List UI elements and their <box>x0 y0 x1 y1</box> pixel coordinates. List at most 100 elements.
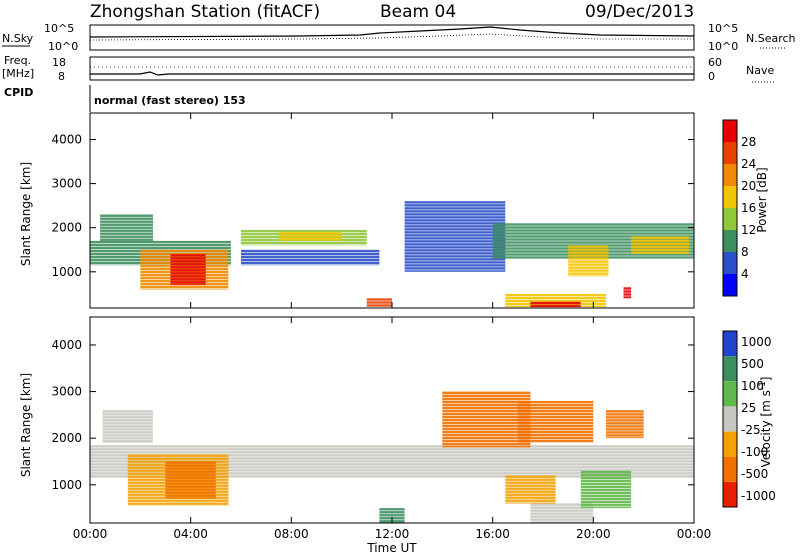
velocity-echo-region-3 <box>102 428 153 431</box>
velocity-echo-region-9 <box>505 475 556 478</box>
velocity-echo-region-5 <box>442 418 531 421</box>
power-echo-region-8 <box>404 264 506 267</box>
velocity-echo-region-2 <box>165 476 216 479</box>
power-echo-region-11 <box>492 235 694 238</box>
velocity-echo-region-8 <box>580 476 632 480</box>
power-echo-region-1 <box>140 285 229 289</box>
velocity-ytick-label-1: 2000 <box>51 431 82 445</box>
power-echo-region-2 <box>170 284 206 286</box>
power-echo-region-6 <box>241 261 380 265</box>
velocity-echo-region-6 <box>517 412 594 416</box>
power-echo-region-11 <box>492 229 694 232</box>
power-echo-region-12 <box>568 266 609 269</box>
station-title: Zhongshan Station (fitACF) <box>90 2 320 22</box>
power-echo-region-3 <box>100 232 153 235</box>
power-echo-region-8 <box>404 237 506 240</box>
velocity-echo-region-0 <box>90 445 694 448</box>
power-echo-region-8 <box>404 252 506 255</box>
power-echo-region-8 <box>404 213 506 216</box>
velocity-echo-region-0 <box>90 469 694 472</box>
power-echo-region-8 <box>404 201 506 204</box>
velocity-echo-region-3 <box>102 437 153 440</box>
nsky-label: N.Sky <box>2 32 34 45</box>
power-echo-region-7 <box>366 304 392 307</box>
velocity-echo-region-6 <box>517 403 594 407</box>
velocity-colorbar-tick-4: -25 <box>741 423 761 437</box>
freq-label: Freq. <box>4 54 31 67</box>
velocity-echo-region-6 <box>517 409 594 413</box>
power-echo-region-7 <box>366 301 392 304</box>
velocity-echo-region-6 <box>517 430 594 434</box>
power-echo-region-8 <box>404 207 506 210</box>
power-colorbar-label: Power [dB] <box>755 167 769 232</box>
velocity-echo-region-4 <box>379 511 405 514</box>
velocity-colorbar-swatch-0 <box>723 331 737 357</box>
velocity-echo-region-3 <box>102 431 153 434</box>
velocity-echo-region-10 <box>605 431 644 434</box>
power-x-axis <box>89 113 695 308</box>
velocity-echo-region-9 <box>505 499 556 502</box>
velocity-echo-region-7 <box>530 512 594 515</box>
power-echo-region-10 <box>530 304 581 308</box>
velocity-echo-region-8 <box>580 488 632 492</box>
power-echo-region-1 <box>140 258 229 262</box>
velocity-echo-region-5 <box>442 415 531 418</box>
velocity-echo-region-6 <box>517 418 594 422</box>
velocity-data-layer <box>90 391 694 523</box>
power-echo-region-12 <box>568 269 609 272</box>
power-echo-region-0 <box>90 246 231 250</box>
mode-line: normal (fast stereo) 153 <box>94 94 246 107</box>
power-colorbar-tick-5: 24 <box>741 157 756 171</box>
power-echo-region-12 <box>568 263 609 266</box>
velocity-echo-region-3 <box>102 413 153 416</box>
power-echo-region-8 <box>404 228 506 231</box>
velocity-y-axis-label: Slant Range [km] <box>19 373 33 477</box>
velocity-echo-region-5 <box>442 436 531 439</box>
freq-left-tick-top: 18 <box>52 56 66 69</box>
power-echo-region-3 <box>100 229 153 232</box>
power-echo-region-14 <box>623 296 632 299</box>
power-colorbar-tick-4: 20 <box>741 179 756 193</box>
power-echo-region-5 <box>278 232 342 235</box>
velocity-echo-region-2 <box>165 467 216 470</box>
velocity-echo-region-8 <box>580 503 632 507</box>
velocity-echo-region-3 <box>102 425 153 428</box>
power-colorbar-tick-2: 12 <box>741 223 756 237</box>
velocity-colorbar-tick-2: 100 <box>741 379 764 393</box>
power-echo-region-13 <box>631 245 689 248</box>
time-tick-label-6: 00:00 <box>677 527 712 541</box>
velocity-ytick-label-0: 1000 <box>51 478 82 492</box>
power-echo-region-8 <box>404 243 506 246</box>
velocity-echo-region-6 <box>517 415 594 419</box>
velocity-echo-region-7 <box>530 506 594 509</box>
power-echo-region-8 <box>404 234 506 237</box>
power-colorbar-tick-3: 16 <box>741 201 756 215</box>
velocity-echo-region-1 <box>127 454 229 457</box>
velocity-echo-region-5 <box>442 442 531 445</box>
velocity-colorbar-swatch-2 <box>723 381 737 407</box>
velocity-echo-region-10 <box>605 434 644 437</box>
velocity-echo-region-3 <box>102 434 153 437</box>
velocity-echo-region-10 <box>605 437 644 439</box>
power-echo-region-1 <box>140 270 229 274</box>
velocity-echo-region-8 <box>580 500 632 504</box>
power-ytick-label-1: 2000 <box>51 221 82 235</box>
power-echo-region-12 <box>568 260 609 263</box>
velocity-colorbar-swatch-4 <box>723 431 737 457</box>
velocity-colorbar-tick-5: -100 <box>741 445 768 459</box>
velocity-echo-region-6 <box>517 406 594 410</box>
power-echo-region-2 <box>170 260 206 263</box>
velocity-echo-region-6 <box>517 436 594 440</box>
power-echo-region-1 <box>140 249 229 253</box>
power-echo-region-7 <box>366 298 392 301</box>
velocity-echo-region-10 <box>605 416 644 419</box>
velocity-echo-region-1 <box>127 457 229 460</box>
velocity-echo-region-2 <box>165 482 216 485</box>
power-data-layer <box>90 201 694 308</box>
power-echo-region-3 <box>100 223 153 226</box>
power-echo-region-8 <box>404 204 506 207</box>
velocity-echo-region-1 <box>127 502 229 505</box>
velocity-echo-region-10 <box>605 419 644 422</box>
power-echo-region-5 <box>278 238 342 241</box>
